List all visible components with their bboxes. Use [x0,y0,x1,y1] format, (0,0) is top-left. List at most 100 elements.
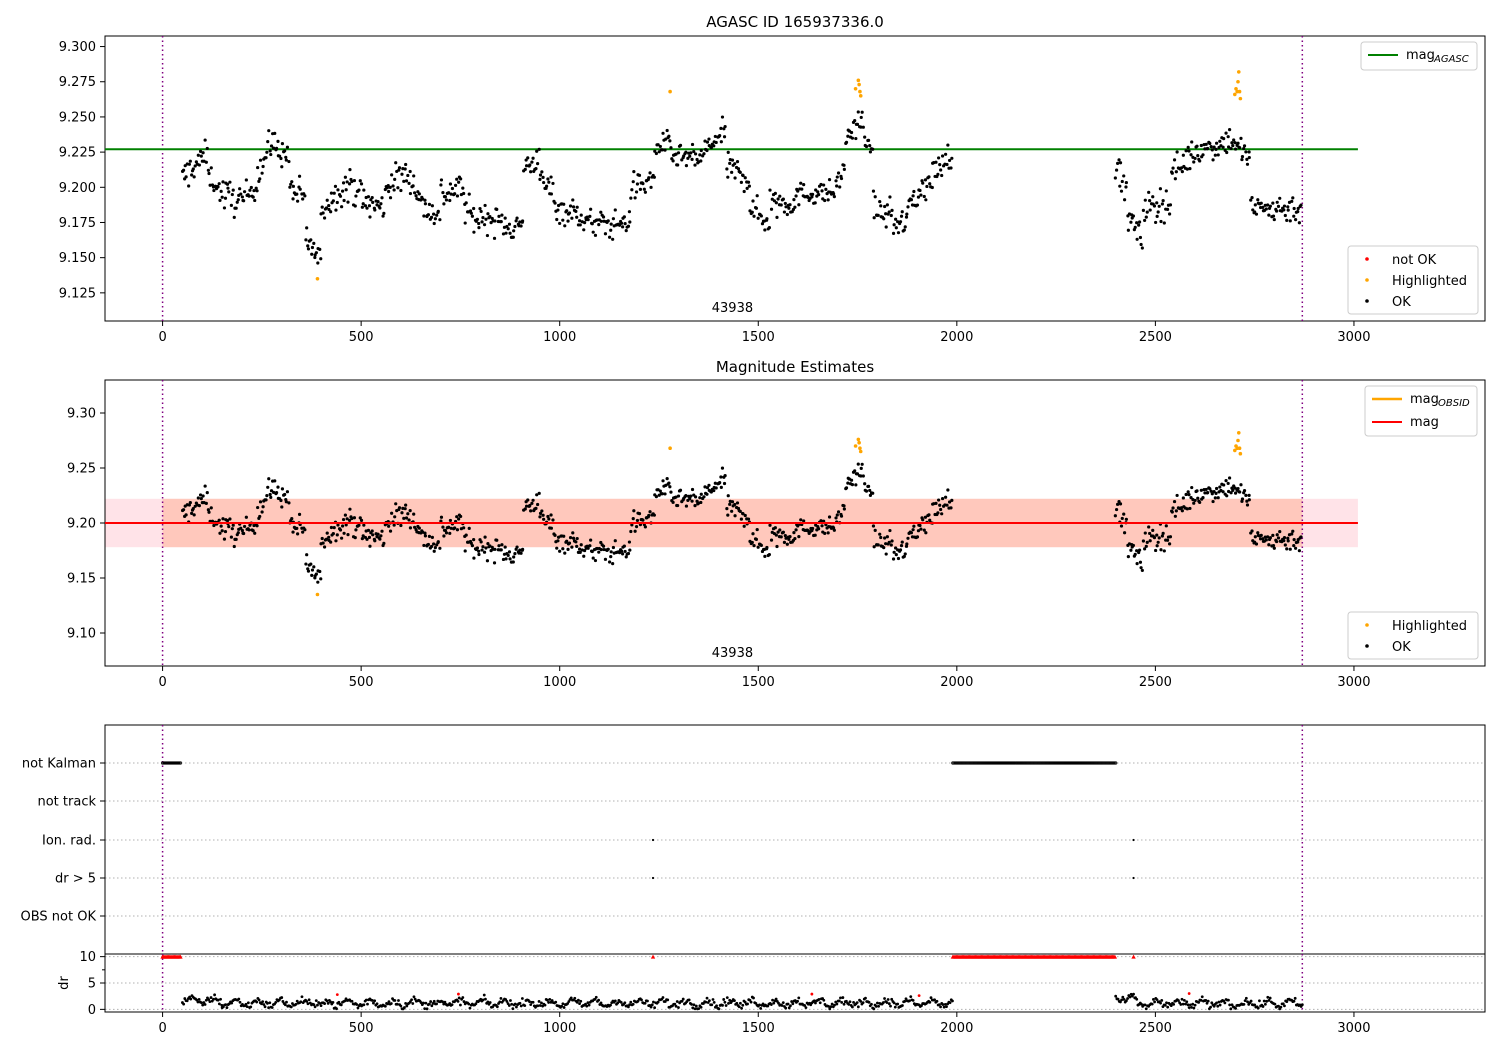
ok-point [382,211,386,215]
ok-point [1266,203,1270,207]
dr-point [397,999,400,1002]
ok-point [768,188,772,192]
ok-point [1129,220,1133,224]
dr-point [673,1002,677,1006]
ok-point [785,212,789,217]
ok-point [538,173,543,177]
ok-point [1247,498,1251,502]
ok-point [626,551,631,556]
ok-point [692,149,696,154]
ok-point [819,182,823,187]
ok-point [588,544,592,548]
ok-point [570,545,574,549]
ok-point [1286,205,1290,209]
ok-point [196,153,200,157]
ok-point [579,543,583,547]
ok-point [230,527,234,531]
ok-point [1173,514,1177,518]
dr-point [901,1004,904,1007]
dr-point [319,1004,323,1008]
ok-point [556,203,561,208]
ok-point [797,535,801,539]
ok-point [1181,153,1185,157]
dr-point [948,1001,952,1005]
dr-point [200,1001,203,1005]
ok-point [586,218,590,222]
ok-point [750,210,754,214]
ok-point [849,478,854,482]
ok-point [291,184,295,188]
ok-point [1267,543,1271,547]
highlighted-point [668,89,672,94]
ok-point [611,217,615,221]
ok-point [212,523,216,528]
ok-point [378,206,382,210]
ok-point [608,560,612,564]
ok-point [411,184,415,188]
dr-point [766,1004,770,1008]
ok-point [203,138,207,142]
dr-point [725,996,729,999]
ok-point [362,188,366,192]
ok-point [823,198,827,203]
ok-point [603,232,608,236]
ok-point [927,513,931,517]
ok-point [603,557,608,561]
ok-point [1216,153,1220,157]
dr-point [238,1000,242,1004]
ok-point [684,493,688,498]
ok-point [485,233,490,238]
highlighted-point [1237,89,1242,94]
ok-point [915,535,920,539]
dr-point [404,1002,408,1005]
x-tick-label: 1000 [543,675,576,690]
dr-point [443,1000,447,1004]
dr-point [249,1005,253,1009]
dr-point [1273,1002,1277,1006]
ok-point [1225,494,1229,498]
dr-point [419,1001,423,1004]
ok-point [684,504,689,508]
ok-point [728,502,732,506]
dr-point [1265,999,1268,1003]
ok-point [244,178,248,182]
ok-point [401,506,405,510]
dr-point [847,1002,851,1006]
ok-point [745,186,749,190]
dr-point [1177,999,1180,1002]
dr-point [889,1004,892,1008]
ok-point [439,178,444,182]
ok-point [310,568,315,572]
dr-point [1152,997,1155,1001]
dr-point [721,1003,724,1007]
dr-point [890,997,894,1001]
ok-point [571,198,575,202]
ok-point [853,119,857,123]
dr-point [680,999,684,1003]
dr-point [441,1000,444,1004]
ok-point [571,531,575,535]
ok-point [500,543,504,547]
ok-point [1227,476,1232,480]
flag-marker [651,838,655,842]
ok-point [191,167,195,171]
dr-point [881,1001,885,1004]
ok-point [360,536,364,541]
legend-marker [1365,623,1369,627]
ok-point [582,228,586,232]
dr-point [710,1003,714,1007]
ok-point [1135,237,1139,241]
ok-point [1276,536,1281,540]
ok-point [341,517,346,522]
dr-point [547,1001,550,1004]
ok-point [1264,207,1268,211]
ok-point [329,210,333,214]
ok-point [1283,213,1287,218]
ok-point [631,180,635,184]
ok-point [578,223,582,227]
ok-point [751,532,755,536]
ok-point [1122,174,1126,178]
ok-point [859,115,863,120]
ok-point [472,206,476,211]
ok-point [709,490,713,494]
